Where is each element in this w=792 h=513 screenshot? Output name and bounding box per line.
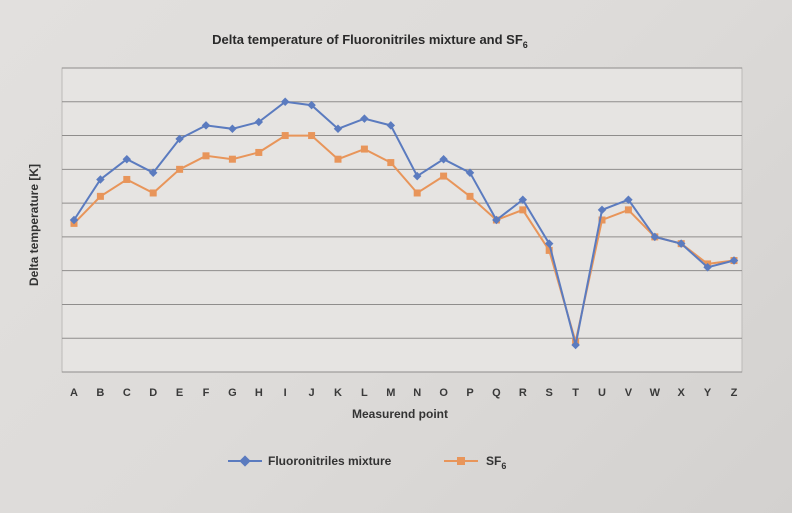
data-point-diamond xyxy=(122,154,132,164)
series-line xyxy=(73,134,735,342)
x-tick-label: U xyxy=(598,387,606,399)
x-axis-label: Measurend point xyxy=(352,407,448,421)
data-point-diamond xyxy=(69,215,79,225)
plot-area xyxy=(61,67,743,373)
x-tick-label: R xyxy=(519,387,527,399)
data-point-square xyxy=(281,132,289,140)
legend-label-fluoronitriles: Fluoronitriles mixture xyxy=(268,454,392,468)
x-tick-label: I xyxy=(284,387,287,399)
data-point-square xyxy=(308,132,316,140)
data-point-square xyxy=(123,175,131,183)
legend-subscript: 6 xyxy=(501,461,506,471)
series-layer xyxy=(69,97,739,350)
x-tick-label: L xyxy=(361,387,368,399)
legend: Fluoronitriles mixture SF6 xyxy=(228,454,506,471)
data-point-diamond xyxy=(729,256,739,265)
data-point-diamond xyxy=(360,114,369,123)
data-point-square xyxy=(334,155,342,163)
x-tick-label: E xyxy=(176,387,183,399)
data-point-square xyxy=(96,192,104,200)
legend-entry-sf6: SF6 xyxy=(444,454,506,471)
data-point-diamond xyxy=(96,175,105,184)
data-point-diamond xyxy=(333,124,343,134)
data-point-diamond xyxy=(703,263,712,272)
data-point-square xyxy=(387,159,395,167)
x-tick-label: A xyxy=(70,387,78,399)
data-point-square xyxy=(176,165,184,173)
legend-marker-square xyxy=(457,457,465,465)
data-point-square xyxy=(255,148,263,156)
x-tick-label: W xyxy=(650,387,661,399)
data-point-diamond xyxy=(465,168,475,177)
data-point-diamond xyxy=(412,171,422,181)
legend-label-sf6: SF6 xyxy=(486,454,506,471)
gridlines xyxy=(62,67,742,373)
data-point-square xyxy=(545,246,553,254)
data-point-square xyxy=(624,206,632,214)
x-tick-label: K xyxy=(334,387,342,399)
x-tick-label: Z xyxy=(731,387,738,399)
x-tick-label: H xyxy=(255,387,263,399)
x-tick-labels: A B C D E F G H I J K L M N O P Q R S T U V W X Y Z xyxy=(70,387,738,399)
data-point-diamond xyxy=(148,168,158,177)
data-point-square xyxy=(228,155,236,163)
data-point-square xyxy=(598,216,606,224)
x-tick-label: O xyxy=(439,387,448,399)
x-tick-label: T xyxy=(572,387,579,399)
x-tick-label: G xyxy=(228,387,237,399)
data-point-diamond xyxy=(280,97,290,107)
data-point-diamond xyxy=(571,340,580,350)
x-tick-label: J xyxy=(309,387,315,399)
x-tick-label: C xyxy=(123,387,131,399)
data-point-diamond xyxy=(201,121,211,130)
data-point-square xyxy=(519,206,527,214)
x-tick-label: Y xyxy=(704,387,712,399)
data-point-square xyxy=(202,152,210,160)
title-subscript: 6 xyxy=(523,40,528,50)
series-line xyxy=(73,100,735,346)
data-point-square xyxy=(413,189,421,197)
data-point-diamond xyxy=(228,124,237,134)
x-tick-label: V xyxy=(625,387,633,399)
legend-marker-diamond xyxy=(239,455,251,467)
x-tick-label: N xyxy=(413,387,421,399)
x-tick-label: X xyxy=(678,387,686,399)
data-point-diamond xyxy=(492,215,501,225)
data-point-diamond xyxy=(386,121,396,130)
data-point-diamond xyxy=(175,134,184,144)
x-tick-label: D xyxy=(149,387,157,399)
x-tick-label: P xyxy=(466,387,473,399)
x-tick-label: S xyxy=(546,387,553,399)
data-point-square xyxy=(440,172,448,180)
data-point-square xyxy=(149,189,157,197)
data-point-diamond xyxy=(439,154,448,164)
x-tick-label: Q xyxy=(492,387,501,399)
x-tick-label: F xyxy=(203,387,210,399)
chart-title: Delta temperature of Fluoronitriles mixt… xyxy=(212,32,528,50)
x-tick-label: B xyxy=(96,387,104,399)
legend-entry-fluoronitriles: Fluoronitriles mixture xyxy=(228,454,392,468)
data-point-diamond xyxy=(307,100,316,110)
data-point-square xyxy=(360,145,368,153)
y-axis-label: Delta temperature [K] xyxy=(27,164,41,286)
x-tick-label: M xyxy=(386,387,395,399)
data-point-square xyxy=(466,192,474,200)
